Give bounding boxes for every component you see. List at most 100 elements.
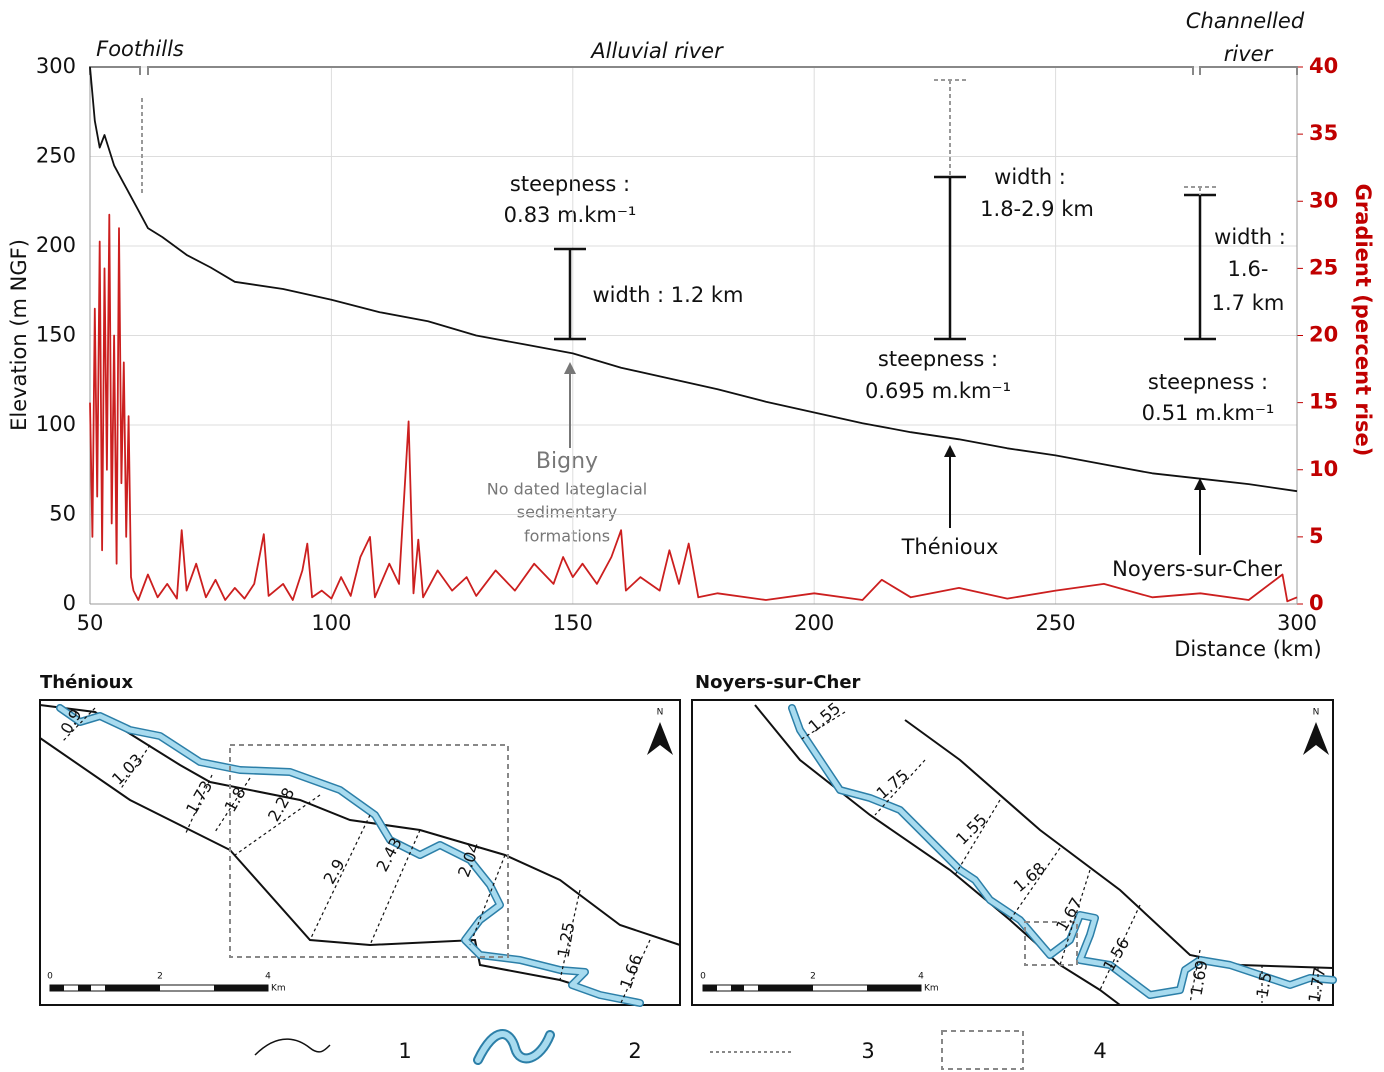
transect	[874, 759, 926, 816]
valley-border	[39, 737, 641, 1006]
transect	[469, 854, 506, 946]
map-frame	[691, 699, 1334, 1006]
legend-label: 4	[1093, 1039, 1106, 1063]
annotation: width :	[1214, 225, 1286, 249]
width-label: 2.28	[264, 784, 298, 824]
zone-label: Foothills	[96, 37, 184, 61]
transect	[184, 774, 213, 836]
y2-tick-label: 35	[1309, 121, 1338, 145]
scale-label: 0	[47, 972, 53, 982]
y2-tick-label: 25	[1309, 255, 1338, 279]
width-label: 1.25	[554, 921, 579, 959]
arrow-head	[944, 445, 956, 457]
y2-tick-label: 15	[1309, 390, 1338, 414]
scale-label: 4	[918, 972, 924, 982]
scale-seg	[78, 985, 91, 991]
scale-label: 2	[810, 972, 816, 982]
north-arrow	[647, 722, 673, 755]
legend-label: 2	[628, 1039, 641, 1063]
scale-seg	[758, 985, 813, 991]
scale-seg	[50, 985, 64, 991]
legend-label: 1	[398, 1039, 411, 1063]
legend-symbol	[475, 1031, 553, 1063]
x-tick-label: 200	[794, 611, 834, 635]
x-tick-label: 50	[77, 611, 104, 635]
scale-seg	[105, 985, 160, 991]
width-label: 1.03	[108, 750, 147, 789]
zone-label: Alluvial river	[589, 39, 724, 63]
y2-tick-label: 0	[1309, 591, 1324, 615]
width-label: 1.77	[1305, 966, 1330, 1004]
y-tick-label: 0	[63, 591, 76, 615]
scale-seg	[703, 985, 717, 991]
site-label: Thénioux	[901, 535, 999, 559]
transect	[1099, 904, 1141, 991]
transect	[309, 814, 371, 941]
annotation: steepness :	[878, 347, 998, 371]
valley-border	[754, 704, 1121, 1006]
x-tick-label: 100	[311, 611, 351, 635]
y2-axis-title: Gradient (percent rise)	[1351, 184, 1375, 457]
transect	[1059, 869, 1091, 966]
series-line	[89, 213, 1298, 603]
transect	[1189, 949, 1201, 1004]
annotation: steepness :	[1148, 370, 1268, 394]
annotation: 0.51 m.km⁻¹	[1142, 401, 1275, 425]
arrow-head	[564, 362, 576, 374]
scale-label: 0	[700, 972, 706, 982]
river	[57, 705, 643, 1006]
river-outline	[56, 704, 644, 1007]
north-arrow	[1303, 722, 1329, 755]
x-tick-label: 250	[1036, 611, 1076, 635]
legend-symbol	[254, 1038, 331, 1056]
legend-symbol	[941, 1030, 1024, 1070]
y2-tick-label: 30	[1309, 188, 1338, 212]
site-note: sedimentary	[517, 503, 617, 522]
annotation: 0.83 m.km⁻¹	[504, 203, 637, 227]
zone-label: river	[1224, 42, 1274, 66]
legend-label: 3	[861, 1039, 874, 1063]
zone-label: Channelled	[1186, 9, 1305, 33]
width-label: 1.5	[1252, 971, 1275, 999]
transect	[1009, 847, 1061, 921]
study-box	[1024, 921, 1078, 966]
width-label: 1.66	[616, 952, 646, 992]
scale-seg	[214, 985, 268, 991]
width-label: 1.55	[952, 810, 991, 849]
annotation: 1.8-2.9 km	[980, 197, 1094, 221]
zone-bracket	[89, 66, 141, 75]
map-frame	[39, 699, 681, 1006]
transect	[799, 711, 846, 741]
annotation: 1.6-	[1228, 257, 1269, 281]
transect	[234, 794, 321, 856]
scale-seg	[731, 985, 744, 991]
site-label: Bigny	[536, 449, 598, 474]
y-tick-label: 250	[36, 144, 76, 168]
x-tick-label: 300	[1277, 611, 1317, 635]
x-tick-label: 150	[553, 611, 593, 635]
series-line	[89, 66, 1298, 493]
map-title: Thénioux	[40, 672, 133, 693]
river-outline	[788, 704, 1337, 999]
scale-unit: Km	[924, 984, 939, 994]
arrow-head	[1194, 478, 1206, 490]
north-label: N	[1313, 708, 1320, 718]
valley-border	[39, 704, 681, 946]
width-label: 2.43	[372, 834, 406, 874]
width-label: 1.55	[805, 699, 845, 736]
zone-bracket	[1199, 66, 1298, 75]
scale-unit: Km	[271, 984, 286, 994]
y2-tick-label: 10	[1309, 457, 1338, 481]
y-axis-title: Elevation (m NGF)	[7, 239, 31, 431]
x-axis-title: Distance (km)	[1174, 637, 1322, 661]
transect	[369, 829, 421, 946]
y-tick-label: 200	[36, 233, 76, 257]
map-title: Noyers-sur-Cher	[695, 672, 861, 693]
annotation: width : 1.2 km	[593, 283, 744, 307]
site-note: No dated lateglacial	[487, 480, 647, 499]
width-label: 1.68	[1010, 859, 1050, 896]
river	[789, 705, 1336, 998]
y2-tick-label: 20	[1309, 323, 1338, 347]
zone-bracket	[147, 66, 1194, 75]
